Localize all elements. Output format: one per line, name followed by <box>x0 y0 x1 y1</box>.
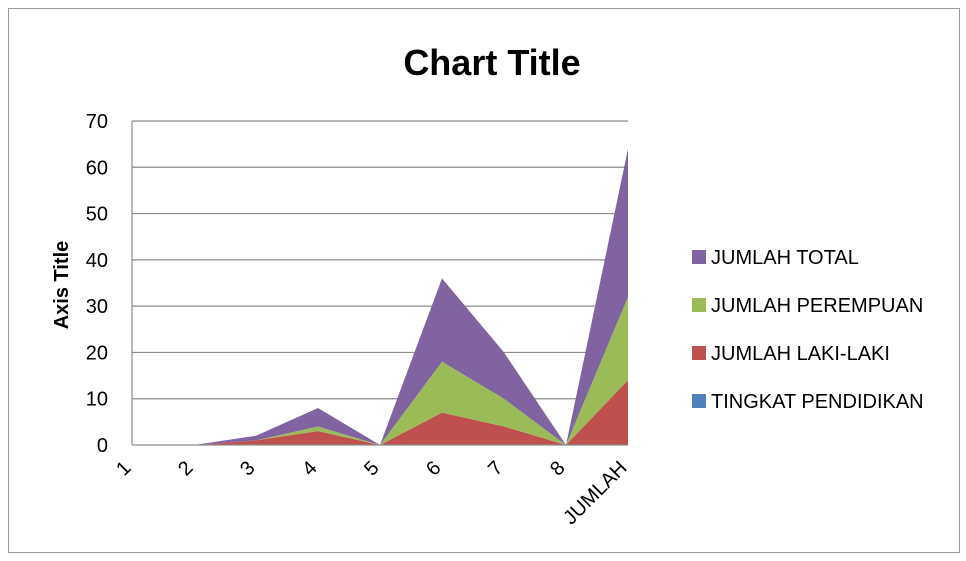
x-tick-label: 5 <box>360 457 383 480</box>
legend-swatch <box>692 250 706 264</box>
legend: JUMLAH TOTAL JUMLAH PEREMPUAN JUMLAH LAKI-… <box>692 247 924 413</box>
chart-frame <box>8 8 960 553</box>
y-tick-labels: 0 10 20 30 40 50 60 70 <box>86 111 108 457</box>
y-tick-label: 40 <box>86 250 108 272</box>
x-tick-label: 7 <box>484 457 507 480</box>
legend-label: JUMLAH TOTAL <box>711 247 859 269</box>
y-tick-label: 10 <box>86 389 108 411</box>
legend-swatch <box>692 298 706 312</box>
x-tick-label: 1 <box>112 457 135 480</box>
legend-label: TINGKAT PENDIDIKAN <box>711 391 924 413</box>
x-tick-label: 4 <box>298 457 321 480</box>
y-tick-label: 0 <box>97 435 108 457</box>
y-tick-label: 30 <box>86 296 108 318</box>
x-tick-label: JUMLAH <box>559 457 631 529</box>
area-series <box>132 148 628 445</box>
x-tick-label: 6 <box>422 457 445 480</box>
y-axis-title: Axis Title <box>51 241 73 330</box>
y-tick-label: 70 <box>86 111 108 133</box>
legend-swatch <box>692 346 706 360</box>
area-jumlah-laki-laki <box>132 380 628 445</box>
y-tick-label: 60 <box>86 157 108 179</box>
x-tick-label: 3 <box>236 457 259 480</box>
y-tick-label: 20 <box>86 342 108 364</box>
legend-label: JUMLAH LAKI-LAKI <box>711 343 890 365</box>
chart-title: Chart Title <box>403 42 580 83</box>
gridlines <box>132 120 628 400</box>
area-jumlah-total <box>132 148 628 445</box>
legend-label: JUMLAH PEREMPUAN <box>711 295 923 317</box>
area-jumlah-perempuan <box>132 296 628 445</box>
legend-swatch <box>692 394 706 408</box>
axes <box>131 121 628 446</box>
x-tick-label: 8 <box>546 457 569 480</box>
x-tick-label: 2 <box>174 457 197 480</box>
y-tick-label: 50 <box>86 204 108 226</box>
